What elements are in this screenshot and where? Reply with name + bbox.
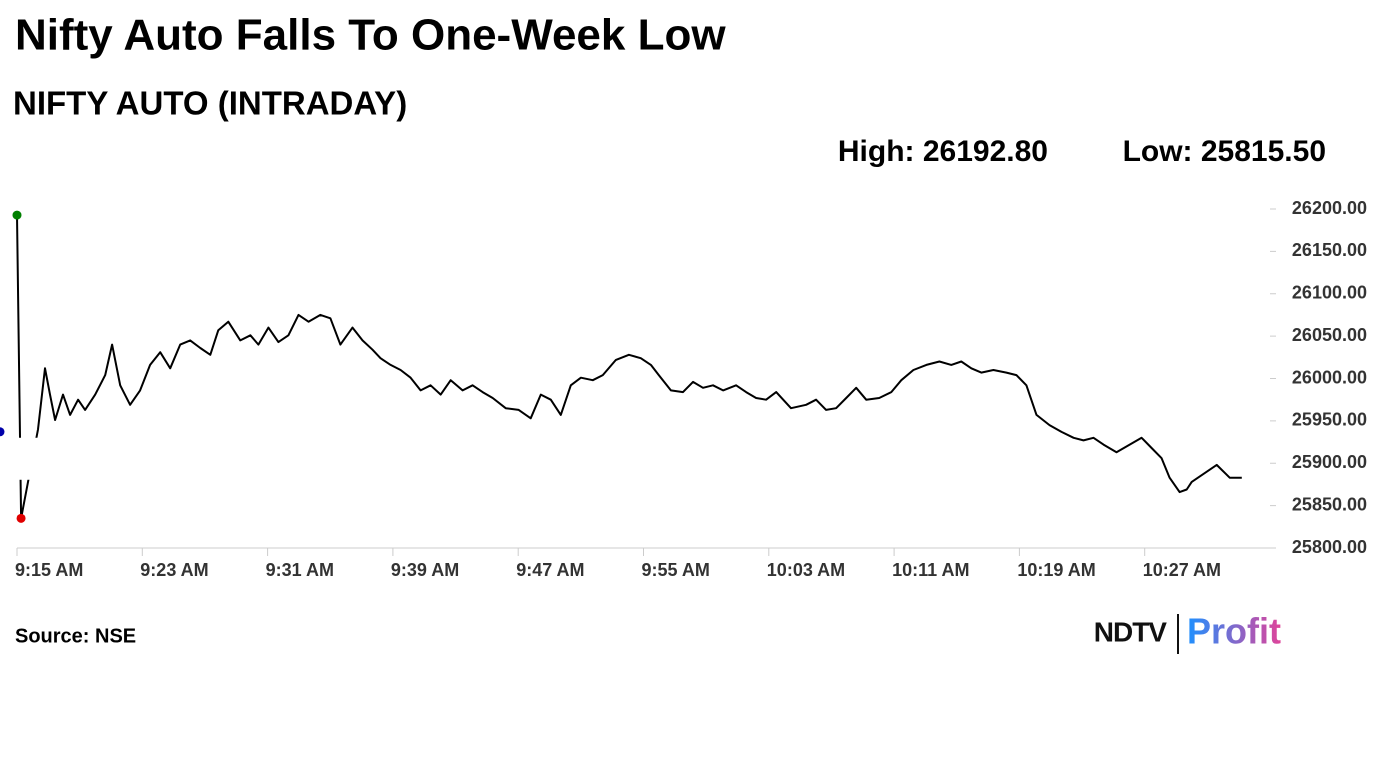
line [16,215,1242,520]
x-tick-label: 9:31 AM [266,560,334,580]
y-tick-label: 26100.00 [1292,283,1367,303]
y-tick-label: 25900.00 [1292,452,1367,472]
x-tick-label: 9:39 AM [391,560,459,580]
x-tick-label: 9:23 AM [140,560,208,580]
x-tick-label: 10:27 AM [1143,560,1221,580]
high-label: High: 26192.80 [838,135,1048,168]
x-tick-label: 10:03 AM [767,560,845,580]
x-tick-label: 9:47 AM [516,560,584,580]
x-tick-label: 10:19 AM [1017,560,1095,580]
x-tick-label: 9:15 AM [15,560,83,580]
x-tick-label: 9:55 AM [642,560,710,580]
last-label-bg [0,437,82,480]
x-tick-label: 10:11 AM [892,560,969,580]
logo-ndtv: NDTV [1094,616,1168,647]
y-tick-label: 26150.00 [1292,240,1367,260]
chart-subtitle: NIFTY AUTO (INTRADAY) [13,85,407,122]
y-tick-label: 26200.00 [1292,198,1367,218]
source: Source: NSE [15,625,136,647]
last-marker [0,427,5,437]
high-marker [12,210,22,220]
low-label: Low: 25815.50 [1123,135,1326,168]
y-tick-label: 25850.00 [1292,494,1367,514]
chart-title: Nifty Auto Falls To One-Week Low [15,11,726,60]
y-tick-label: 25800.00 [1292,537,1367,557]
y-tick-label: 26050.00 [1292,325,1367,345]
y-tick-label: 26000.00 [1292,367,1367,387]
logo-profit: Profit [1187,611,1281,652]
y-tick-label: 25950.00 [1292,410,1367,430]
low-marker [16,513,26,523]
